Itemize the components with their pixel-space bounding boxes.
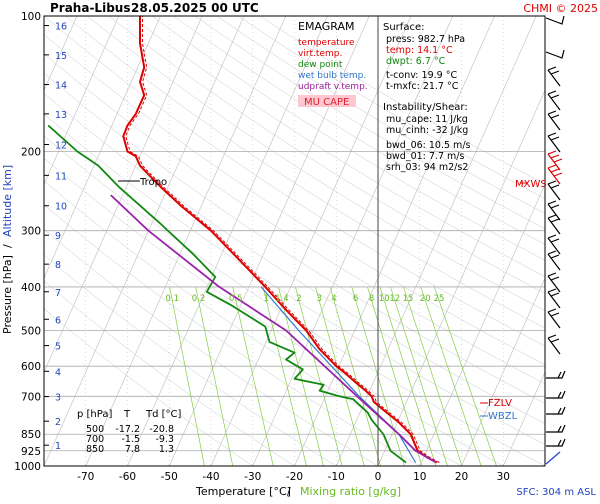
station-name: Praha-Libus xyxy=(50,1,130,15)
surface-temp: temp: 14.1 °C xyxy=(386,45,453,56)
surface-elevation-label: SFC: 304 m ASL xyxy=(516,487,596,498)
mixing-ratio-label: 10 xyxy=(379,294,390,304)
temperature-tick-label: 20 xyxy=(455,471,468,483)
altitude-tick-label: 10 xyxy=(55,202,67,213)
legend-temperature: temperature xyxy=(298,38,355,48)
temperature-tick-label: -40 xyxy=(202,471,219,483)
mixing-ratio-label: 2 xyxy=(296,294,301,304)
temperature-tick-label: -10 xyxy=(328,471,345,483)
surface-tmxfc: t-mxfc: 21.7 °C xyxy=(386,81,459,92)
altitude-tick-label: 12 xyxy=(55,141,67,152)
fzlv-label: FZLV xyxy=(488,398,512,409)
mixing-ratio-label: 12 xyxy=(389,294,400,304)
mxws-label: MXWS xyxy=(515,179,547,190)
levels-row-p: 850 xyxy=(86,444,104,455)
temperature-tick-label: 10 xyxy=(413,471,426,483)
mixing-ratio-label: 6 xyxy=(353,294,358,304)
instability-bwd-06: bwd_06: 10.5 m/s xyxy=(386,140,471,151)
instability-bwd-01: bwd_01: 7.7 m/s xyxy=(386,151,464,162)
x-axis-title-temperature: Temperature [°C] xyxy=(195,485,291,498)
legend-virt-temp: virt.temp. xyxy=(298,49,342,59)
surface-tconv: t-conv: 19.9 °C xyxy=(386,70,457,81)
altitude-tick-label: 13 xyxy=(55,110,67,121)
mixing-ratio-label: 15 xyxy=(402,294,413,304)
pressure-tick-label: 400 xyxy=(21,282,41,294)
legend-wetbulb: wet bulb temp. xyxy=(298,71,366,81)
mixing-ratio-label: 0.5 xyxy=(229,294,243,304)
altitude-tick-label: 14 xyxy=(55,81,67,92)
mixing-ratio-label: 0.1 xyxy=(166,294,180,304)
temperature-tick-label: -20 xyxy=(286,471,303,483)
temperature-tick-label: 0 xyxy=(375,471,382,483)
x-axis-title-mixing: Mixing ratio [g/kg] xyxy=(300,485,401,498)
mixing-ratio-label: 20 xyxy=(420,294,431,304)
pressure-tick-label: 200 xyxy=(21,146,41,158)
altitude-tick-label: 4 xyxy=(55,367,61,378)
mixing-ratio-label: 25 xyxy=(434,294,445,304)
instability-mu-cape: mu_cape: 11 J/kg xyxy=(386,114,468,125)
surface-title: Surface: xyxy=(383,22,424,33)
sounding-datetime: 28.05.2025 00 UTC xyxy=(131,1,259,15)
pressure-tick-label: 600 xyxy=(21,361,41,373)
y-axis-title-altitude: Altitude [km] xyxy=(1,165,14,237)
pressure-tick-label: 700 xyxy=(21,391,41,403)
altitude-tick-label: 8 xyxy=(55,260,61,271)
legend-mucape: MU CAPE xyxy=(304,97,349,108)
pressure-tick-label: 300 xyxy=(21,226,41,238)
tropopause-label: Tropo xyxy=(139,177,167,188)
temperature-tick-label: -60 xyxy=(119,471,136,483)
pressure-tick-label: 1000 xyxy=(14,461,41,473)
instability-mu-cinh: mu_cinh: -32 J/kg xyxy=(386,125,468,136)
temperature-tick-label: -50 xyxy=(161,471,178,483)
wbzl-label: WBZL xyxy=(488,411,518,422)
legend-dewpoint: dew point xyxy=(298,60,343,70)
altitude-tick-label: 6 xyxy=(55,315,61,326)
altitude-tick-label: 15 xyxy=(55,51,67,62)
altitude-tick-label: 11 xyxy=(55,171,67,182)
temperature-tick-label: 30 xyxy=(497,471,510,483)
altitude-tick-label: 3 xyxy=(55,393,61,404)
levels-row-t: 7.8 xyxy=(125,444,140,455)
legend-udpraft: udpraft v.temp. xyxy=(298,82,368,92)
mixing-ratio-label: 4 xyxy=(331,294,336,304)
surface-press: press: 982.7 hPa xyxy=(386,34,465,45)
y-axis-title-pressure: Pressure [hPa] xyxy=(1,255,14,334)
mixing-ratio-label: 1.4 xyxy=(275,294,289,304)
altitude-tick-label: 1 xyxy=(55,441,61,452)
mixing-ratio-label: 3 xyxy=(316,294,321,304)
levels-row-td: 1.3 xyxy=(159,444,174,455)
levels-header-td: Td [°C] xyxy=(145,409,182,420)
legend-title: EMAGRAM xyxy=(298,20,355,33)
altitude-tick-label: 7 xyxy=(55,288,61,299)
temperature-tick-label: -70 xyxy=(77,471,94,483)
altitude-tick-label: 2 xyxy=(55,417,61,428)
temperature-tick-label: -30 xyxy=(244,471,261,483)
instability-srh-03: srh_03: 94 m2/s2 xyxy=(386,162,468,173)
pressure-tick-label: 925 xyxy=(21,446,41,458)
altitude-tick-label: 16 xyxy=(55,22,67,33)
altitude-tick-label: 5 xyxy=(55,342,61,353)
altitude-tick-label: 9 xyxy=(55,231,61,242)
mixing-ratio-label: 0.2 xyxy=(192,294,206,304)
surface-dwpt: dwpt: 6.7 °C xyxy=(386,56,446,67)
pressure-tick-label: 500 xyxy=(21,326,41,338)
pressure-tick-label: 850 xyxy=(21,429,41,441)
y-axis-separator: / xyxy=(1,244,14,248)
levels-header-p: p [hPa] xyxy=(77,409,112,420)
mixing-ratio-label: 8 xyxy=(369,294,374,304)
levels-header-t: T xyxy=(123,409,131,420)
mixing-ratio-label: 1 xyxy=(264,294,269,304)
levels-table: p [hPa] T Td [°C] 500 -17.2 -20.8 700 -1… xyxy=(77,409,182,455)
pressure-tick-label: 100 xyxy=(21,11,41,23)
credit-label: CHMI © 2025 xyxy=(523,2,598,15)
instability-title: Instability/Shear: xyxy=(383,102,468,113)
x-axis-separator: / xyxy=(287,485,291,498)
